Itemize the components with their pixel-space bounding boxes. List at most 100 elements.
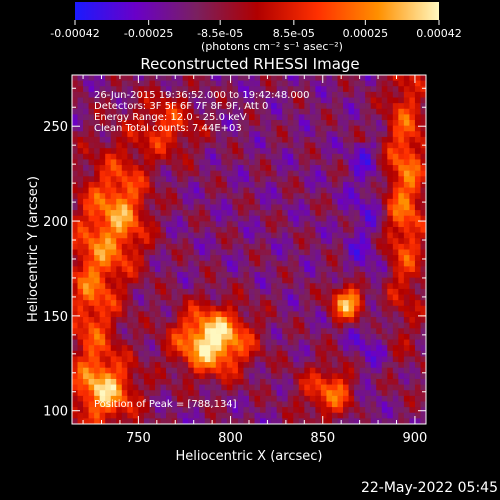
heatmap-pixel <box>88 373 95 380</box>
heatmap-pixel <box>398 131 405 138</box>
heatmap-pixel <box>105 243 112 251</box>
heatmap-pixel <box>359 142 366 149</box>
heatmap-pixel <box>193 75 200 82</box>
heatmap-pixel <box>226 300 234 307</box>
heatmap-pixel <box>381 300 388 307</box>
heatmap-pixel <box>94 356 101 363</box>
heatmap-pixel <box>160 103 167 110</box>
heatmap-pixel <box>143 350 151 358</box>
heatmap-pixel <box>72 91 79 99</box>
heatmap-pixel <box>392 305 399 313</box>
heatmap-pixel <box>193 401 200 408</box>
heatmap-pixel <box>182 165 189 172</box>
heatmap-pixel <box>182 322 189 329</box>
heatmap-pixel <box>403 75 411 82</box>
heatmap-pixel <box>398 356 405 363</box>
heatmap-pixel <box>354 339 361 346</box>
heatmap-pixel <box>414 317 422 324</box>
heatmap-pixel <box>337 260 344 267</box>
heatmap-pixel <box>293 384 300 391</box>
heatmap-pixel <box>138 373 145 380</box>
heatmap-pixel <box>315 114 322 121</box>
heatmap-pixel <box>398 249 405 256</box>
heatmap-pixel <box>348 305 355 313</box>
heatmap-pixel <box>348 260 355 267</box>
heatmap-pixel <box>105 384 112 391</box>
heatmap-pixel <box>88 350 95 358</box>
heatmap-pixel <box>315 311 322 318</box>
heatmap-pixel <box>94 288 101 296</box>
heatmap-pixel <box>221 328 228 335</box>
heatmap-pixel <box>132 170 139 177</box>
heatmap-pixel <box>376 187 383 194</box>
heatmap-pixel <box>237 131 245 138</box>
heatmap-pixel <box>88 266 95 273</box>
heatmap-pixel <box>265 136 272 144</box>
heatmap-pixel <box>160 170 167 177</box>
heatmap-pixel <box>99 390 106 397</box>
heatmap-pixel <box>88 153 95 161</box>
heatmap-pixel <box>160 255 167 262</box>
heatmap-pixel <box>138 103 145 110</box>
heatmap-pixel <box>199 277 206 284</box>
heatmap-pixel <box>309 114 316 121</box>
heatmap-pixel <box>282 142 289 149</box>
heatmap-pixel <box>243 86 250 93</box>
heatmap-pixel <box>337 395 344 403</box>
heatmap-pixel <box>160 305 167 313</box>
heatmap-pixel <box>348 148 355 155</box>
heatmap-pixel <box>320 345 328 352</box>
heatmap-pixel <box>221 103 228 110</box>
heatmap-pixel <box>110 136 117 144</box>
heatmap-pixel <box>232 176 239 183</box>
heatmap-pixel <box>83 181 90 189</box>
heatmap-pixel <box>326 165 333 172</box>
heatmap-pixel <box>260 238 267 245</box>
heatmap-pixel <box>398 288 405 296</box>
heatmap-pixel <box>237 356 245 363</box>
heatmap-pixel <box>237 277 245 284</box>
heatmap-pixel <box>348 373 355 380</box>
heatmap-pixel <box>105 210 112 217</box>
heatmap-pixel <box>414 198 422 206</box>
colorbar-tick-label: 0.00025 <box>343 27 389 40</box>
heatmap-pixel <box>215 221 222 228</box>
heatmap-pixel <box>193 283 200 290</box>
heatmap-pixel <box>298 198 305 206</box>
heatmap-pixel <box>143 333 151 341</box>
heatmap-pixel <box>320 80 328 87</box>
heatmap-pixel <box>409 136 416 144</box>
heatmap-pixel <box>105 317 112 324</box>
heatmap-pixel <box>226 356 234 363</box>
heatmap-pixel <box>409 407 416 414</box>
heatmap-pixel <box>420 210 426 217</box>
heatmap-pixel <box>221 350 228 358</box>
heatmap-pixel <box>370 288 377 296</box>
heatmap-pixel <box>99 136 106 144</box>
heatmap-pixel <box>132 272 139 279</box>
heatmap-pixel <box>276 120 283 127</box>
heatmap-pixel <box>359 283 366 290</box>
heatmap-pixel <box>99 378 106 386</box>
heatmap-pixel <box>77 407 84 414</box>
heatmap-pixel <box>287 300 294 307</box>
heatmap-pixel <box>326 114 333 121</box>
heatmap-pixel <box>376 120 383 127</box>
heatmap-pixel <box>110 125 117 132</box>
heatmap-pixel <box>116 187 123 194</box>
heatmap-pixel <box>149 153 156 161</box>
heatmap-pixel <box>232 198 239 206</box>
heatmap-pixel <box>166 390 173 397</box>
heatmap-pixel <box>154 80 162 87</box>
heatmap-pixel <box>116 373 123 380</box>
heatmap-pixel <box>354 272 361 279</box>
heatmap-pixel <box>376 165 383 172</box>
heatmap-pixel <box>343 339 350 346</box>
heatmap-pixel <box>182 305 189 313</box>
heatmap-pixel <box>188 204 195 211</box>
heatmap-pixel <box>199 294 206 301</box>
heatmap-pixel <box>232 373 239 380</box>
heatmap-pixel <box>171 221 178 228</box>
heatmap-pixel <box>83 193 90 200</box>
heatmap-pixel <box>260 120 267 127</box>
